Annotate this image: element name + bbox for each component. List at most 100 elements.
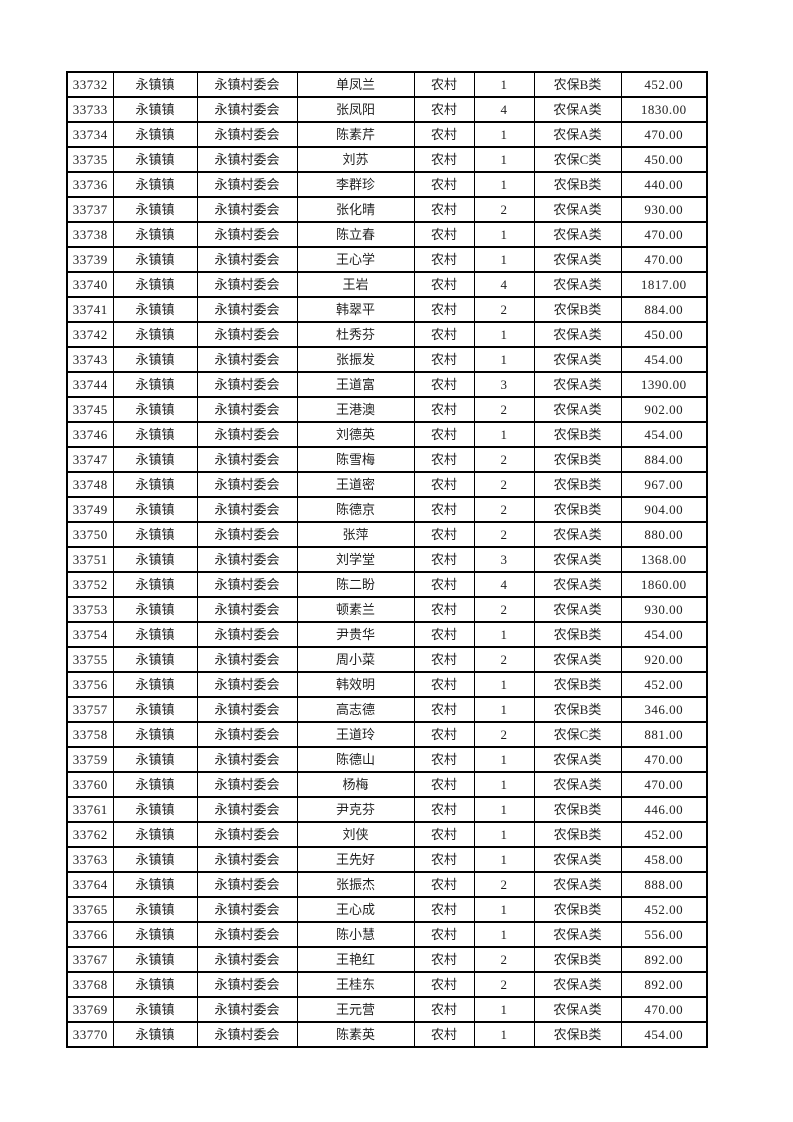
cell-insurance-category: 农保A类: [533, 846, 622, 873]
cell-name: 陈德京: [296, 496, 415, 523]
cell-name: 王道富: [296, 371, 415, 398]
cell-id: 33759: [66, 746, 114, 773]
cell-town: 永镇镇: [112, 596, 198, 623]
cell-village: 永镇村委会: [196, 346, 298, 373]
cell-town: 永镇镇: [112, 221, 198, 248]
cell-town: 永镇镇: [112, 771, 198, 798]
cell-amount: 454.00: [620, 1021, 708, 1048]
cell-id: 33770: [66, 1021, 114, 1048]
cell-rural-type: 农村: [413, 121, 475, 148]
cell-id: 33766: [66, 921, 114, 948]
cell-village: 永镇村委会: [196, 971, 298, 998]
cell-count: 1: [473, 846, 535, 873]
cell-name: 王道玲: [296, 721, 415, 748]
cell-count: 1: [473, 171, 535, 198]
cell-id: 33754: [66, 621, 114, 648]
cell-name: 刘苏: [296, 146, 415, 173]
cell-count: 1: [473, 1021, 535, 1048]
table-row: 33766 永镇镇 永镇村委会 陈小慧 农村 1 农保A类 556.00: [66, 921, 708, 948]
cell-village: 永镇村委会: [196, 521, 298, 548]
cell-village: 永镇村委会: [196, 796, 298, 823]
cell-name: 张振杰: [296, 871, 415, 898]
cell-amount: 902.00: [620, 396, 708, 423]
cell-name: 陈小慧: [296, 921, 415, 948]
cell-village: 永镇村委会: [196, 696, 298, 723]
cell-rural-type: 农村: [413, 571, 475, 598]
cell-name: 陈素芹: [296, 121, 415, 148]
cell-insurance-category: 农保A类: [533, 771, 622, 798]
cell-amount: 930.00: [620, 596, 708, 623]
cell-count: 2: [473, 396, 535, 423]
cell-insurance-category: 农保B类: [533, 796, 622, 823]
cell-village: 永镇村委会: [196, 646, 298, 673]
cell-rural-type: 农村: [413, 746, 475, 773]
table-row: 33764 永镇镇 永镇村委会 张振杰 农村 2 农保A类 888.00: [66, 871, 708, 898]
cell-village: 永镇村委会: [196, 721, 298, 748]
cell-insurance-category: 农保B类: [533, 171, 622, 198]
cell-village: 永镇村委会: [196, 146, 298, 173]
cell-amount: 1860.00: [620, 571, 708, 598]
cell-insurance-category: 农保A类: [533, 396, 622, 423]
cell-amount: 450.00: [620, 321, 708, 348]
cell-rural-type: 农村: [413, 971, 475, 998]
table-body: 33732 永镇镇 永镇村委会 单凤兰 农村 1 农保B类 452.00 33733 永镇镇 永镇村…: [66, 71, 708, 1048]
cell-town: 永镇镇: [112, 946, 198, 973]
cell-town: 永镇镇: [112, 571, 198, 598]
cell-town: 永镇镇: [112, 396, 198, 423]
cell-insurance-category: 农保A类: [533, 746, 622, 773]
cell-name: 杜秀芬: [296, 321, 415, 348]
cell-rural-type: 农村: [413, 796, 475, 823]
cell-town: 永镇镇: [112, 421, 198, 448]
cell-town: 永镇镇: [112, 496, 198, 523]
cell-id: 33769: [66, 996, 114, 1023]
cell-amount: 470.00: [620, 996, 708, 1023]
cell-village: 永镇村委会: [196, 946, 298, 973]
cell-amount: 884.00: [620, 446, 708, 473]
table-row: 33753 永镇镇 永镇村委会 顿素兰 农村 2 农保A类 930.00: [66, 596, 708, 623]
cell-rural-type: 农村: [413, 321, 475, 348]
cell-id: 33741: [66, 296, 114, 323]
cell-id: 33749: [66, 496, 114, 523]
cell-town: 永镇镇: [112, 621, 198, 648]
cell-name: 韩效明: [296, 671, 415, 698]
cell-rural-type: 农村: [413, 671, 475, 698]
cell-id: 33732: [66, 71, 114, 98]
table-row: 33743 永镇镇 永镇村委会 张振发 农村 1 农保A类 454.00: [66, 346, 708, 373]
cell-rural-type: 农村: [413, 496, 475, 523]
cell-rural-type: 农村: [413, 221, 475, 248]
cell-rural-type: 农村: [413, 271, 475, 298]
cell-count: 1: [473, 696, 535, 723]
cell-rural-type: 农村: [413, 171, 475, 198]
cell-town: 永镇镇: [112, 121, 198, 148]
cell-rural-type: 农村: [413, 546, 475, 573]
cell-name: 陈二盼: [296, 571, 415, 598]
table-row: 33767 永镇镇 永镇村委会 王艳红 农村 2 农保B类 892.00: [66, 946, 708, 973]
cell-rural-type: 农村: [413, 146, 475, 173]
cell-amount: 881.00: [620, 721, 708, 748]
table-row: 33765 永镇镇 永镇村委会 王心成 农村 1 农保B类 452.00: [66, 896, 708, 923]
cell-count: 1: [473, 796, 535, 823]
cell-amount: 470.00: [620, 746, 708, 773]
cell-count: 1: [473, 921, 535, 948]
cell-village: 永镇村委会: [196, 1021, 298, 1048]
cell-village: 永镇村委会: [196, 321, 298, 348]
cell-name: 王岩: [296, 271, 415, 298]
cell-count: 1: [473, 121, 535, 148]
cell-amount: 346.00: [620, 696, 708, 723]
cell-town: 永镇镇: [112, 296, 198, 323]
cell-amount: 892.00: [620, 971, 708, 998]
cell-amount: 458.00: [620, 846, 708, 873]
table-row: 33757 永镇镇 永镇村委会 高志德 农村 1 农保B类 346.00: [66, 696, 708, 723]
cell-name: 韩翠平: [296, 296, 415, 323]
cell-insurance-category: 农保A类: [533, 96, 622, 123]
cell-insurance-category: 农保A类: [533, 996, 622, 1023]
cell-village: 永镇村委会: [196, 621, 298, 648]
table-row: 33745 永镇镇 永镇村委会 王港澳 农村 2 农保A类 902.00: [66, 396, 708, 423]
cell-id: 33750: [66, 521, 114, 548]
cell-village: 永镇村委会: [196, 421, 298, 448]
table-row: 33736 永镇镇 永镇村委会 李群珍 农村 1 农保B类 440.00: [66, 171, 708, 198]
cell-insurance-category: 农保C类: [533, 721, 622, 748]
cell-insurance-category: 农保B类: [533, 896, 622, 923]
cell-village: 永镇村委会: [196, 196, 298, 223]
cell-name: 张凤阳: [296, 96, 415, 123]
